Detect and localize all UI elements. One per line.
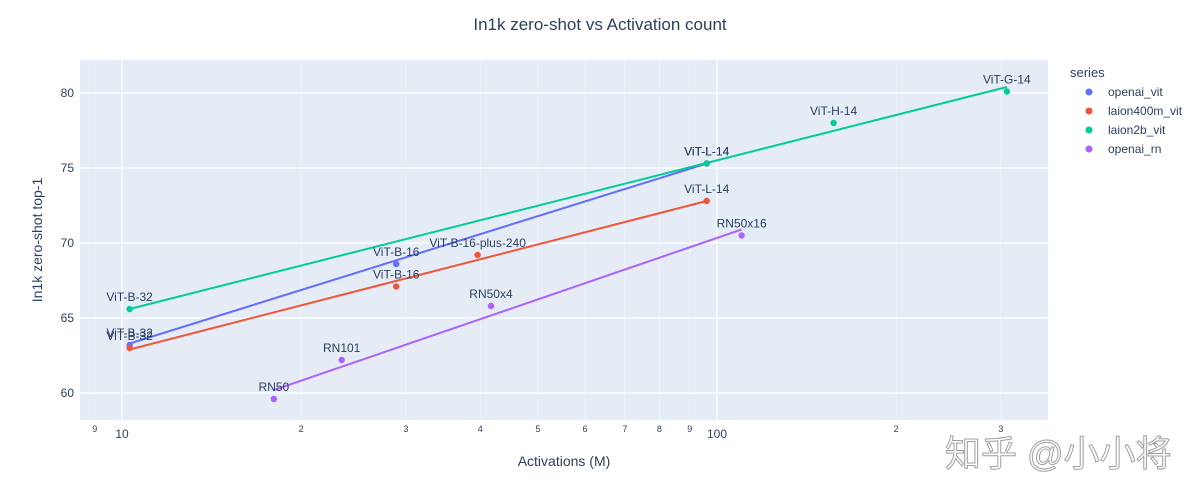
data-point-laion400m_vit bbox=[126, 344, 133, 352]
y-tick-label: 70 bbox=[61, 236, 75, 250]
point-label-openai_vit: ViT-B-16 bbox=[373, 245, 420, 259]
y-tick-label: 60 bbox=[61, 386, 75, 400]
legend-title: series bbox=[1070, 65, 1105, 80]
x-minor-tick-label: 2 bbox=[894, 424, 899, 434]
data-point-openai_rn bbox=[338, 356, 345, 364]
grid bbox=[80, 60, 1048, 420]
y-axis-title: In1k zero-shot top-1 bbox=[29, 178, 45, 303]
legend-label-openai_rn: openai_rn bbox=[1108, 142, 1161, 156]
trend-line-laion2b_vit bbox=[129, 86, 1008, 310]
point-label-openai_rn: RN50 bbox=[259, 380, 290, 394]
trend-line-laion400m_vit bbox=[129, 200, 707, 351]
y-tick-label: 80 bbox=[61, 86, 75, 100]
plot-background bbox=[80, 60, 1048, 420]
legend-marker-laion2b_vit bbox=[1085, 126, 1093, 134]
data-point-openai_rn bbox=[738, 232, 745, 239]
data-point-openai_rn bbox=[270, 395, 278, 403]
x-minor-tick-label: 5 bbox=[535, 424, 540, 434]
data-point-laion400m_vit bbox=[393, 283, 400, 290]
point-label-laion2b_vit: ViT-B-32 bbox=[106, 290, 153, 304]
trend-line-openai_rn bbox=[273, 228, 742, 391]
legend-marker-openai_vit bbox=[1085, 88, 1093, 96]
x-minor-tick-label: 7 bbox=[622, 424, 627, 434]
point-label-openai_vit: ViT-B-32 bbox=[106, 326, 153, 340]
legend-label-laion2b_vit: laion2b_vit bbox=[1108, 123, 1166, 137]
watermark: 知乎 @小小将 bbox=[945, 433, 1172, 474]
point-label-openai_rn: RN50x4 bbox=[469, 287, 513, 301]
data-point-openai_vit bbox=[393, 260, 400, 268]
point-label-laion400m_vit: ViT-B-16 bbox=[373, 268, 420, 282]
data-point-laion2b_vit bbox=[703, 160, 710, 167]
point-label-laion2b_vit: ViT-L-14 bbox=[684, 145, 729, 159]
y-tick-label: 75 bbox=[61, 161, 75, 175]
point-label-laion400m_vit: ViT-B-32 bbox=[106, 329, 153, 343]
data-point-openai_rn bbox=[487, 302, 495, 310]
x-tick-label: 10 bbox=[115, 427, 129, 441]
data-point-laion2b_vit bbox=[126, 305, 133, 313]
x-minor-tick-label: 9 bbox=[92, 424, 97, 434]
data-point-laion400m_vit bbox=[703, 197, 710, 205]
x-minor-tick-label: 4 bbox=[478, 424, 483, 434]
x-minor-tick-label: 9 bbox=[687, 424, 692, 434]
point-label-openai_vit: ViT-L-14 bbox=[684, 145, 729, 159]
data-point-laion2b_vit bbox=[1003, 88, 1011, 95]
data-points bbox=[126, 88, 1011, 403]
x-minor-tick-label: 8 bbox=[657, 424, 662, 434]
trend-lines bbox=[129, 86, 1008, 391]
legend-marker-openai_rn bbox=[1085, 145, 1093, 153]
x-axis-title: Activations (M) bbox=[518, 453, 611, 469]
x-minor-tick-label: 2 bbox=[299, 424, 304, 434]
point-labels: ViT-B-32 ViT-B-16 ViT-L-14 ViT-B-32 ViT-B-16… bbox=[106, 73, 1031, 395]
data-point-laion2b_vit bbox=[830, 119, 837, 127]
point-label-openai_rn: RN50x16 bbox=[717, 217, 767, 231]
point-label-laion2b_vit: ViT-G-14 bbox=[983, 73, 1031, 87]
axes: 9 2 3 4 5 6 7 8 9 2 3 10 100 60 65 70 75 80 bbox=[61, 86, 1004, 441]
legend[interactable]: series openai_vit laion400m_vit laion2b_vi… bbox=[1070, 65, 1183, 156]
x-minor-tick-label: 6 bbox=[582, 424, 587, 434]
point-label-openai_rn: RN101 bbox=[323, 341, 361, 355]
chart-title: In1k zero-shot vs Activation count bbox=[473, 15, 727, 34]
x-tick-label: 100 bbox=[707, 427, 727, 441]
legend-marker-laion400m_vit bbox=[1085, 107, 1093, 115]
trend-line-openai_vit bbox=[129, 162, 708, 345]
point-label-laion400m_vit: ViT-L-14 bbox=[684, 182, 729, 196]
data-point-laion400m_vit bbox=[474, 251, 481, 259]
point-label-laion400m_vit: ViT-B-16-plus-240 bbox=[429, 236, 526, 250]
x-minor-tick-label: 3 bbox=[998, 424, 1003, 434]
x-minor-tick-label: 3 bbox=[403, 424, 408, 434]
y-tick-label: 65 bbox=[61, 311, 75, 325]
legend-label-openai_vit: openai_vit bbox=[1108, 85, 1163, 99]
point-label-laion2b_vit: ViT-H-14 bbox=[810, 104, 857, 118]
legend-label-laion400m_vit: laion400m_vit bbox=[1108, 104, 1183, 118]
